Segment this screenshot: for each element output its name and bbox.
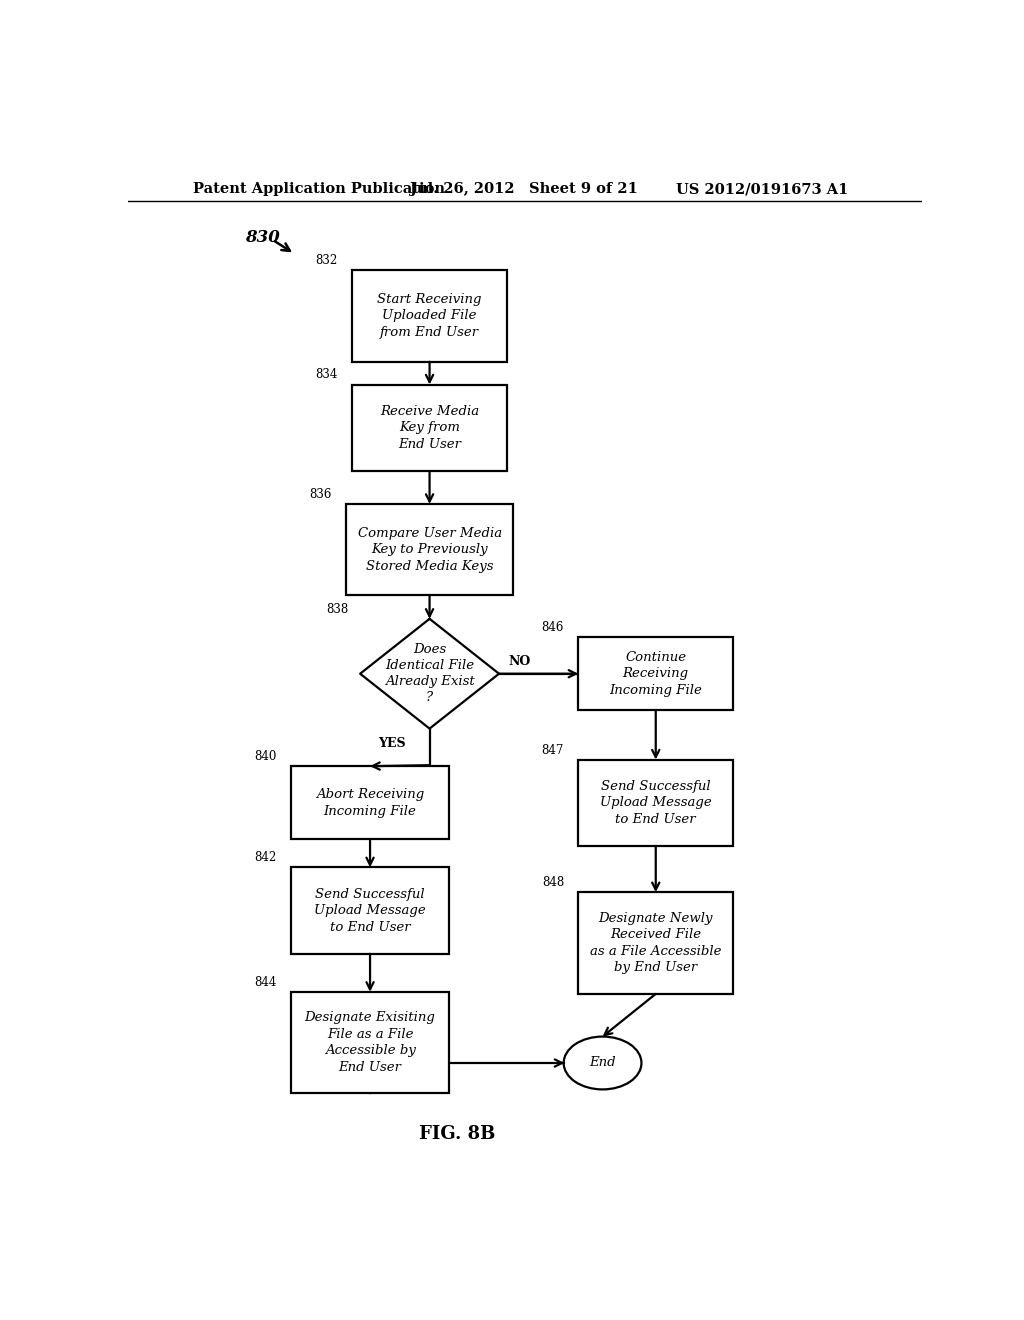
FancyBboxPatch shape: [579, 759, 733, 846]
Text: Send Successful
Upload Message
to End User: Send Successful Upload Message to End Us…: [600, 780, 712, 826]
FancyBboxPatch shape: [579, 892, 733, 994]
Ellipse shape: [563, 1036, 641, 1089]
Text: Designate Exisiting
File as a File
Accessible by
End User: Designate Exisiting File as a File Acces…: [304, 1011, 435, 1074]
Text: NO: NO: [509, 655, 530, 668]
FancyBboxPatch shape: [346, 504, 513, 595]
Text: 832: 832: [315, 255, 338, 267]
FancyBboxPatch shape: [352, 384, 507, 471]
Text: YES: YES: [378, 738, 406, 750]
Text: Send Successful
Upload Message
to End User: Send Successful Upload Message to End Us…: [314, 887, 426, 933]
Text: 830: 830: [246, 230, 281, 246]
FancyBboxPatch shape: [579, 638, 733, 710]
Text: 848: 848: [542, 876, 564, 890]
Polygon shape: [360, 619, 499, 729]
Text: Does
Identical File
Already Exist
?: Does Identical File Already Exist ?: [385, 643, 474, 704]
Text: 846: 846: [542, 622, 564, 634]
Text: Continue
Receiving
Incoming File: Continue Receiving Incoming File: [609, 651, 702, 697]
Text: Abort Receiving
Incoming File: Abort Receiving Incoming File: [316, 788, 424, 817]
Text: Receive Media
Key from
End User: Receive Media Key from End User: [380, 405, 479, 450]
Text: 842: 842: [254, 851, 276, 865]
Text: Sheet 9 of 21: Sheet 9 of 21: [528, 182, 638, 197]
Text: Jul. 26, 2012: Jul. 26, 2012: [410, 182, 514, 197]
Text: Designate Newly
Received File
as a File Accessible
by End User: Designate Newly Received File as a File …: [590, 912, 722, 974]
Text: 834: 834: [315, 368, 338, 381]
Text: 838: 838: [326, 603, 348, 615]
Text: FIG. 8B: FIG. 8B: [419, 1125, 496, 1143]
Text: 836: 836: [309, 488, 332, 500]
Text: 847: 847: [542, 743, 564, 756]
FancyBboxPatch shape: [291, 867, 450, 954]
Text: Start Receiving
Uploaded File
from End User: Start Receiving Uploaded File from End U…: [377, 293, 482, 339]
Text: US 2012/0191673 A1: US 2012/0191673 A1: [676, 182, 848, 197]
FancyBboxPatch shape: [291, 766, 450, 840]
Text: Compare User Media
Key to Previously
Stored Media Keys: Compare User Media Key to Previously Sto…: [357, 527, 502, 573]
Text: End: End: [589, 1056, 615, 1069]
FancyBboxPatch shape: [352, 271, 507, 362]
Text: 840: 840: [254, 750, 276, 763]
Text: 844: 844: [254, 975, 276, 989]
FancyBboxPatch shape: [291, 991, 450, 1093]
Text: Patent Application Publication: Patent Application Publication: [194, 182, 445, 197]
